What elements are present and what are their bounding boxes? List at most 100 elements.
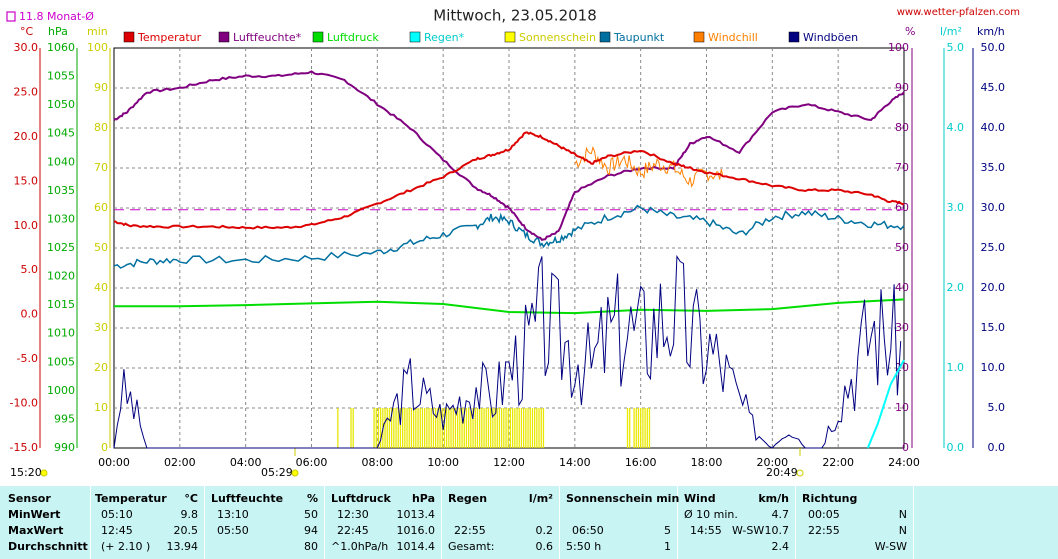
- website-url: www.wetter-pfalzen.com: [897, 7, 1020, 18]
- rain-total-value: 0.6: [535, 540, 554, 553]
- stats-header-wind: Wind: [684, 492, 716, 505]
- x-tick-1: 02:00: [164, 456, 196, 469]
- sun-marker-left: [40, 469, 48, 477]
- rain-total-label: Gesamt:: [448, 540, 495, 553]
- dir-min-value: N: [898, 508, 907, 521]
- legend-swatch-2: [312, 31, 324, 43]
- press-min-time: 12:30: [337, 508, 369, 521]
- percent-tick-0: 100: [888, 41, 909, 54]
- sunshine-block-3: [626, 408, 631, 448]
- wind-tick-0: 50.0: [981, 41, 1006, 54]
- wind-tick-1: 45.0: [981, 81, 1006, 94]
- x-tick-7: 14:00: [559, 456, 591, 469]
- temp-max-time: 12:45: [101, 524, 133, 537]
- legend-swatch-7: [788, 31, 800, 43]
- x-tick-4: 08:00: [361, 456, 393, 469]
- sunrise-time: 05:29: [261, 466, 293, 479]
- stats-col-temperature: Temperatur °C 05:10 12:45 (+ 2.10 ) 9.8 …: [91, 486, 205, 559]
- legend-swatch-3: [409, 31, 421, 43]
- sun-max-time: 06:50: [572, 524, 604, 537]
- sunset-time: 20:49: [766, 466, 798, 479]
- temp-tick-3: 15.0: [14, 174, 39, 187]
- stats-unit-temperature: °C: [184, 492, 198, 505]
- stats-header-sensor: Sensor: [8, 492, 51, 505]
- stats-col-sunshine: Sonnenschein min 06:50 5:50 h 5 1: [560, 486, 679, 559]
- rain-max-time: 22:55: [454, 524, 486, 537]
- stats-col-wind: Wind km/h Ø 10 min. 14:55 W-SW 4.7 10.7 …: [678, 486, 796, 559]
- temp-tick-0: 30.0: [14, 41, 39, 54]
- percent-tick-5: 50: [895, 241, 909, 254]
- x-tick-10: 20:00: [756, 456, 788, 469]
- stats-header-direction: Richtung: [802, 492, 858, 505]
- stats-unit-rain: l/m²: [528, 492, 553, 505]
- percent-tick-1: 90: [895, 81, 909, 94]
- monthly-avg-label: 11.8 Monat-Ø: [19, 10, 94, 23]
- stats-table: Sensor MinWert MaxWert Durchschnitt Temp…: [0, 486, 1058, 559]
- stats-header-rain: Regen: [448, 492, 488, 505]
- percent-tick-9: 10: [895, 401, 909, 414]
- pressure-line: [114, 298, 905, 315]
- pressure-tick-2: 1050: [47, 98, 75, 111]
- row-label-avg: Durchschnitt: [8, 540, 88, 553]
- percent-tick-4: 60: [895, 201, 909, 214]
- bottom-left-time: 15:20: [10, 466, 42, 479]
- stats-unit-pressure: hPa: [411, 492, 435, 505]
- pressure-tick-9: 1015: [47, 298, 75, 311]
- rain-tick-1: 4.0: [947, 121, 965, 134]
- legend-label-1: Luftfeuchte*: [233, 31, 302, 44]
- legend-swatch-0: [123, 31, 135, 43]
- windchill-line: [574, 145, 724, 188]
- wind-max-time: 14:55: [690, 524, 722, 537]
- rain-max-value: 0.2: [535, 524, 554, 537]
- temp-tick-2: 20.0: [14, 130, 39, 143]
- pressure-tick-3: 1045: [47, 127, 75, 140]
- legend-label-3: Regen*: [424, 31, 465, 44]
- stats-unit-wind: km/h: [758, 492, 789, 505]
- legend-label-0: Temperatur: [137, 31, 202, 44]
- pressure-tick-1: 1055: [47, 70, 75, 83]
- press-max-value: 1016.0: [396, 524, 436, 537]
- stats-header-pressure: Luftdruck: [331, 492, 391, 505]
- wind-avg10-value: 4.7: [771, 508, 790, 521]
- dir-avg-value: W-SW: [874, 540, 907, 553]
- unit-rain: l/m²: [940, 25, 962, 38]
- rain-tick-4: 1.0: [947, 361, 965, 374]
- hum-min-time: 13:10: [217, 508, 249, 521]
- minutes-tick-10: 0: [101, 441, 108, 454]
- x-tick-8: 16:00: [625, 456, 657, 469]
- stats-col-pressure: Luftdruck hPa 12:30 22:45 ^1.0hPa/h 1013…: [325, 486, 442, 559]
- wind-tick-9: 5.0: [988, 401, 1006, 414]
- percent-tick-3: 70: [895, 161, 909, 174]
- minutes-tick-0: 100: [87, 41, 108, 54]
- minutes-tick-3: 70: [94, 161, 108, 174]
- x-tick-11: 22:00: [822, 456, 854, 469]
- pressure-tick-5: 1035: [47, 184, 75, 197]
- sunshine-block-4: [633, 408, 651, 448]
- x-tick-6: 12:00: [493, 456, 525, 469]
- wind-tick-2: 40.0: [981, 121, 1006, 134]
- press-avg-value: 1014.4: [396, 540, 436, 553]
- unit-pressure: hPa: [48, 25, 68, 38]
- wind-tick-6: 20.0: [981, 281, 1006, 294]
- sunset-marker: [796, 469, 804, 477]
- temp-tick-9: -15.0: [10, 441, 38, 454]
- wind-tick-3: 35.0: [981, 161, 1006, 174]
- rain-tick-2: 3.0: [947, 201, 965, 214]
- pressure-tick-4: 1040: [47, 155, 75, 168]
- minutes-tick-5: 50: [94, 241, 108, 254]
- minutes-tick-7: 30: [94, 321, 108, 334]
- percent-tick-10: 0: [902, 441, 909, 454]
- legend-swatch-4: [504, 31, 516, 43]
- dir-min-time: 00:05: [808, 508, 840, 521]
- wind-tick-7: 15.0: [981, 321, 1006, 334]
- unit-temp: °C: [20, 25, 34, 38]
- humidity-line: [113, 70, 905, 242]
- legend-label-6: Windchill: [708, 31, 758, 44]
- minutes-tick-6: 40: [94, 281, 108, 294]
- rain-tick-5: 0.0: [947, 441, 965, 454]
- stats-col-humidity: Luftfeuchte % 13:10 05:50 50 94 80: [205, 486, 325, 559]
- gusts-line: [113, 254, 902, 449]
- hum-min-value: 50: [304, 508, 318, 521]
- legend-swatch-6: [693, 31, 705, 43]
- pressure-tick-10: 1010: [47, 327, 75, 340]
